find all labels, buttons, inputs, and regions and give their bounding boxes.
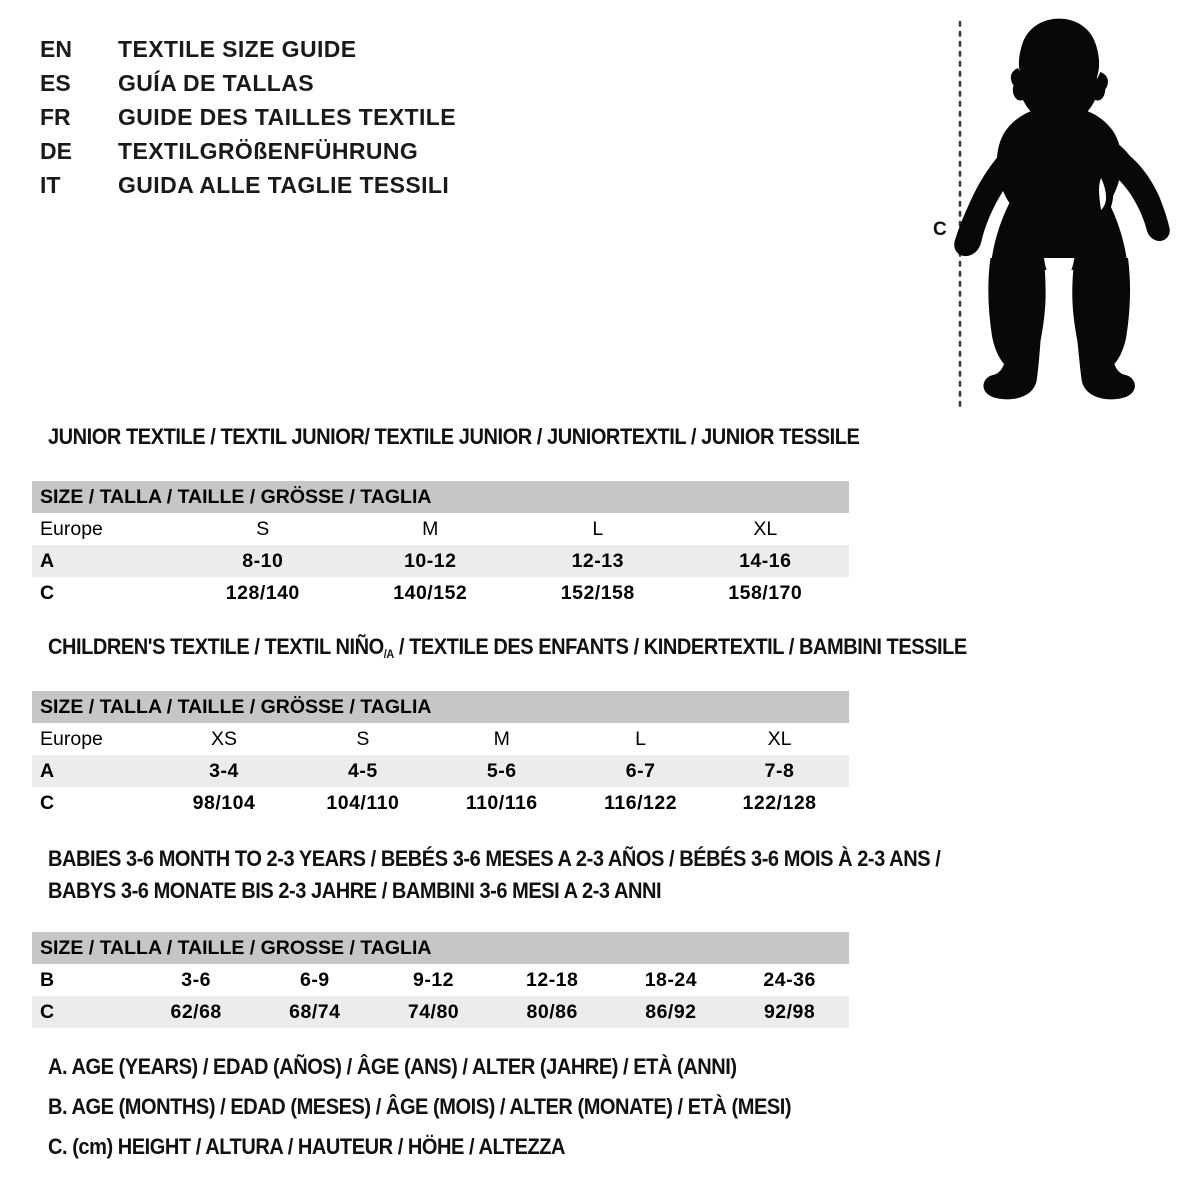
svg-text:C: C: [933, 219, 947, 240]
